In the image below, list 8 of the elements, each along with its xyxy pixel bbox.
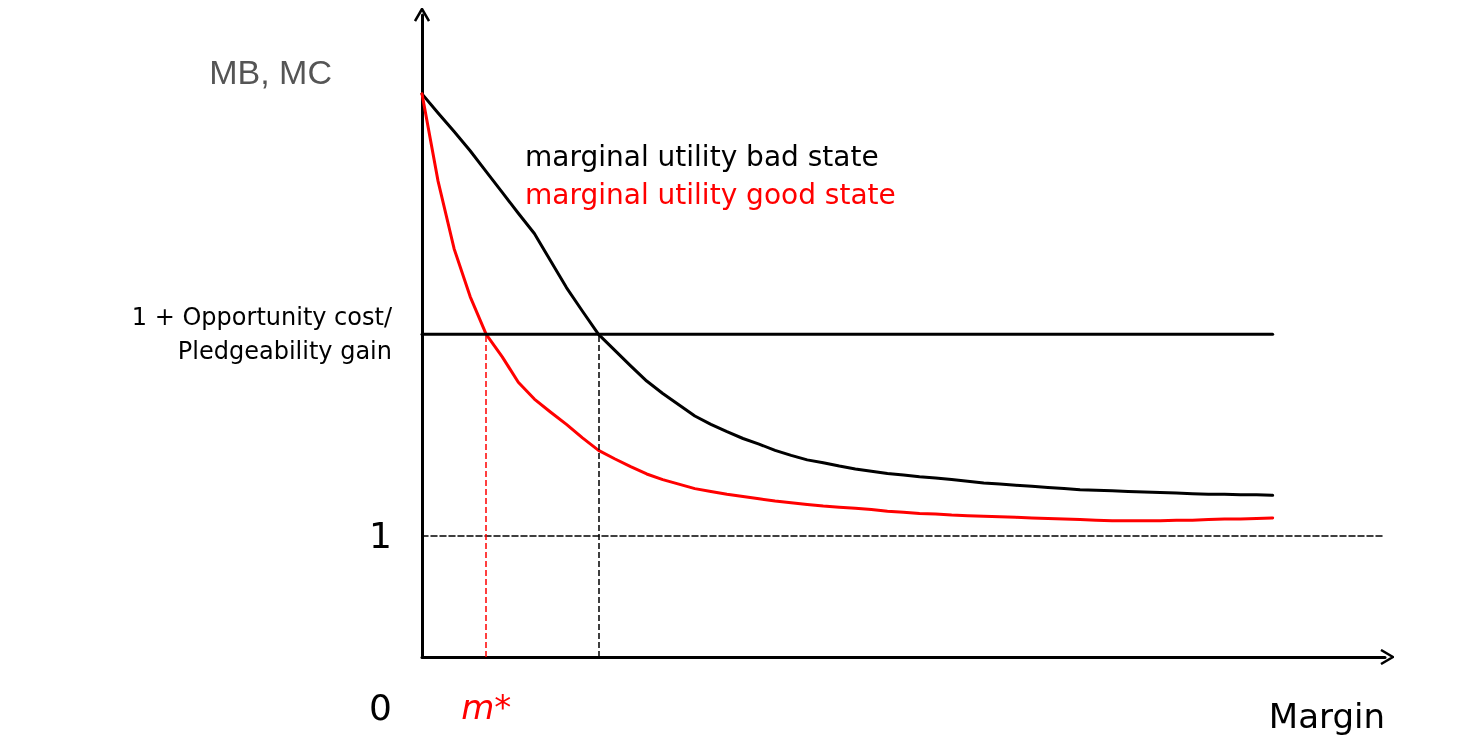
text: marginal utility good state xyxy=(525,177,896,211)
text: m* xyxy=(461,687,512,727)
text: 0 xyxy=(369,686,392,728)
text: 1 xyxy=(369,515,392,557)
y-axis-title: MB, MC xyxy=(209,53,332,91)
text: 1 + Opportunity cost/Pledgeability gain xyxy=(131,303,393,366)
x-axis-title: Margin xyxy=(1268,696,1385,736)
series-label: marginal utility bad state xyxy=(525,139,879,173)
